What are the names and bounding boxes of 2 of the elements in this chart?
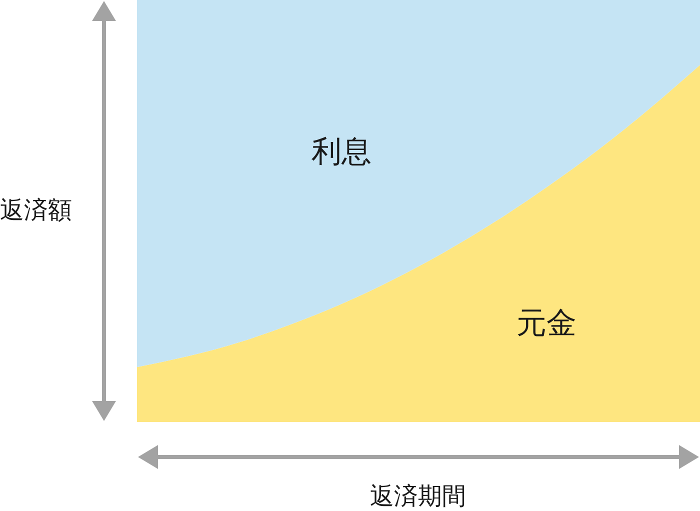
ylabel: 返済額	[0, 196, 72, 224]
xlabel: 返済期間	[370, 482, 466, 510]
